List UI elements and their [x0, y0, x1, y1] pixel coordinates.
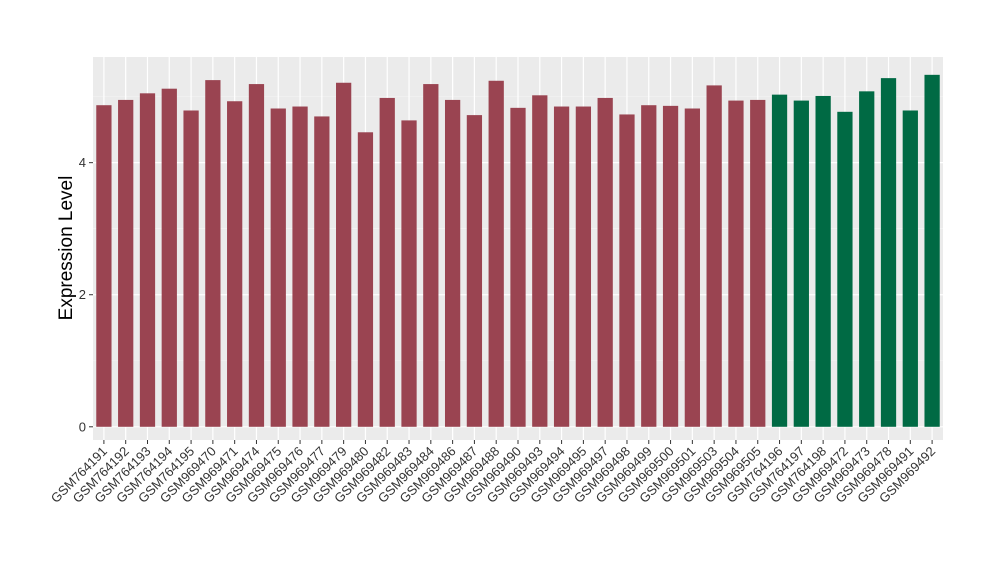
bar-GSM969470 — [205, 80, 221, 427]
y-tick-label: 2 — [79, 287, 86, 302]
bar-GSM969490 — [510, 107, 526, 427]
bar-GSM969504 — [728, 100, 744, 427]
bar-GSM969472 — [837, 111, 853, 427]
bar-GSM969497 — [597, 97, 613, 427]
bar-GSM764195 — [183, 110, 199, 427]
y-axis: 0 2 4 — [79, 155, 93, 434]
bar-GSM969471 — [227, 101, 243, 427]
y-tick-label: 4 — [79, 155, 86, 170]
bar-GSM969476 — [292, 106, 308, 427]
y-tick-label: 0 — [79, 419, 86, 434]
bar-GSM969488 — [488, 80, 504, 427]
bar-GSM764193 — [139, 93, 156, 427]
bar-GSM969501 — [684, 108, 700, 427]
bar-GSM764191 — [96, 105, 112, 427]
bar-GSM969473 — [859, 91, 875, 427]
bar-GSM969498 — [619, 114, 635, 427]
bar-GSM969487 — [466, 115, 483, 427]
bar-GSM969491 — [902, 110, 918, 427]
bar-GSM969494 — [553, 106, 570, 427]
bar-GSM969482 — [379, 97, 395, 427]
bar-GSM969486 — [444, 99, 461, 427]
bar-GSM969478 — [880, 78, 897, 427]
bar-GSM969477 — [314, 116, 330, 427]
bar-GSM969500 — [662, 105, 679, 427]
bar-GSM764197 — [793, 100, 809, 427]
bar-GSM969492 — [924, 74, 940, 427]
bar-GSM969484 — [423, 84, 439, 427]
bar-GSM969475 — [270, 108, 286, 427]
bar-GSM969479 — [336, 82, 352, 427]
x-axis: GSM764191GSM764192GSM764193GSM764194GSM7… — [48, 440, 938, 506]
bar-GSM969493 — [532, 95, 548, 427]
bar-GSM764198 — [815, 95, 831, 427]
bar-GSM969503 — [706, 85, 722, 427]
bars — [96, 74, 940, 427]
bar-GSM969483 — [401, 120, 417, 427]
y-axis-title: Expression Level — [56, 176, 77, 321]
bar-GSM764192 — [118, 99, 134, 427]
bar-GSM969495 — [575, 106, 592, 427]
bar-GSM969505 — [750, 99, 766, 427]
bar-GSM764194 — [161, 88, 177, 427]
bar-GSM969474 — [248, 84, 265, 427]
bar-GSM969499 — [641, 105, 657, 427]
bar-GSM764196 — [771, 94, 788, 427]
bar-GSM969480 — [357, 132, 374, 427]
